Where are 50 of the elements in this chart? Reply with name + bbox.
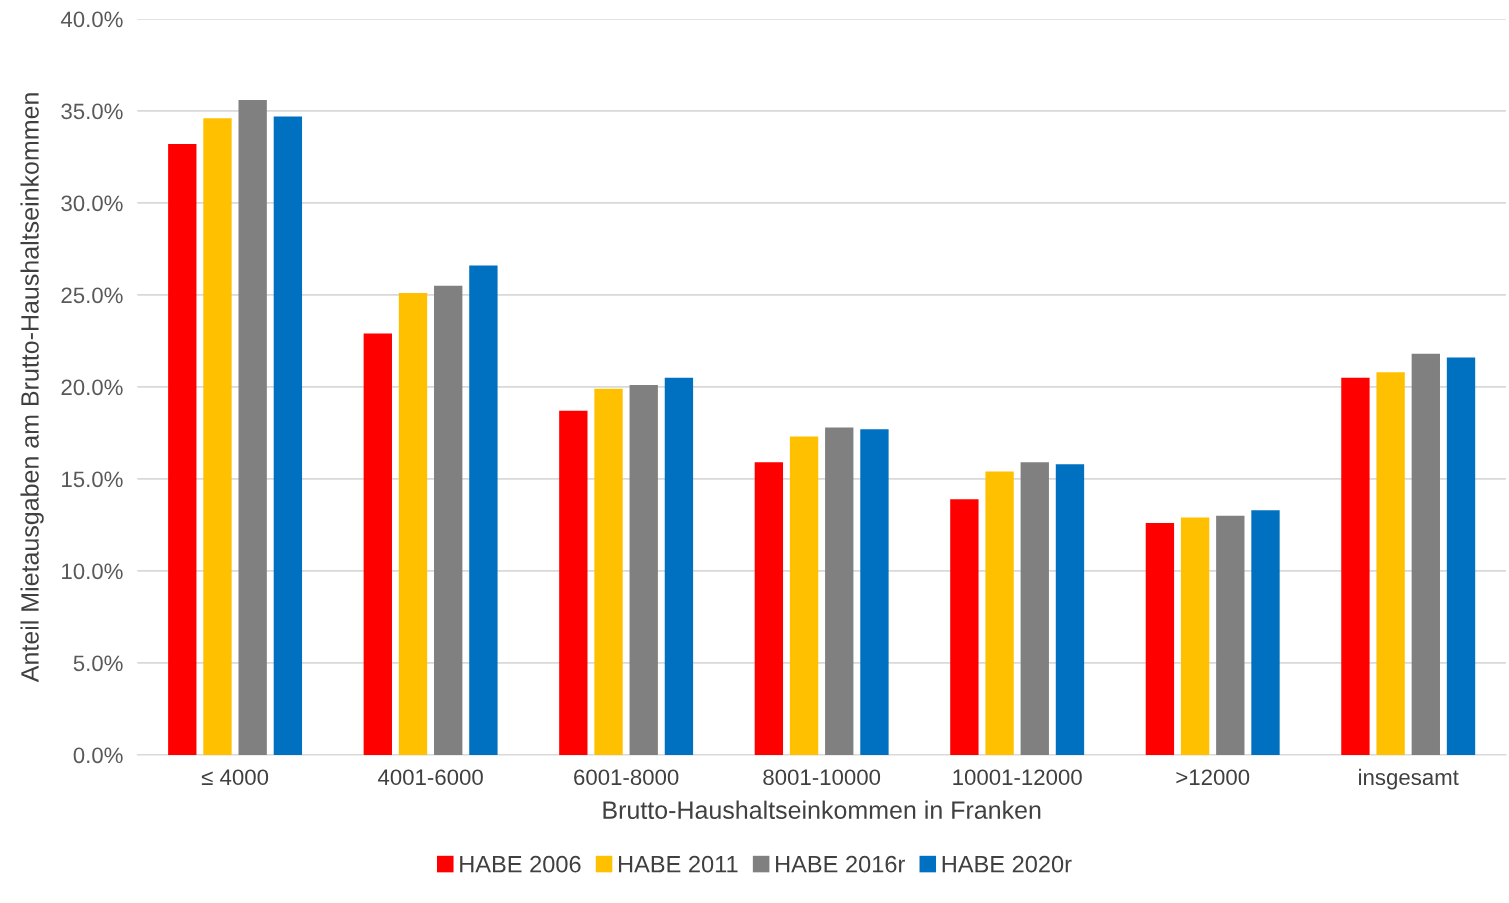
bar bbox=[1411, 353, 1440, 755]
y-tick-label: 10.0% bbox=[62, 563, 123, 580]
y-tick-label: 5.0% bbox=[73, 655, 123, 672]
bar bbox=[469, 265, 498, 755]
x-tick-label: 6001-8000 bbox=[574, 769, 679, 786]
bar bbox=[238, 99, 267, 755]
bar bbox=[1145, 523, 1175, 755]
bar bbox=[825, 427, 854, 755]
bar bbox=[985, 471, 1014, 755]
bar bbox=[1446, 357, 1476, 755]
bar bbox=[1180, 517, 1210, 755]
x-tick-label: insgesamt bbox=[1359, 768, 1459, 790]
x-tick-label: >12000 bbox=[1176, 769, 1250, 786]
bar bbox=[664, 377, 694, 755]
bar bbox=[168, 144, 197, 755]
bar bbox=[273, 116, 303, 755]
bar bbox=[1055, 464, 1085, 755]
y-tick-label: 15.0% bbox=[62, 471, 123, 488]
bar bbox=[363, 333, 392, 755]
y-tick-label: 30.0% bbox=[61, 195, 123, 212]
y-axis-title: Anteil Mietausgaben am Brutto-Haushaltseinkommen bbox=[20, 93, 44, 683]
x-tick-label: 8001-10000 bbox=[763, 769, 881, 786]
y-tick-label: 20.0% bbox=[61, 379, 123, 396]
y-tick-label: 0.0% bbox=[73, 747, 123, 764]
x-tick-label: 4001-6000 bbox=[377, 769, 483, 786]
y-tick-label: 35.0% bbox=[61, 103, 123, 120]
bar bbox=[754, 462, 784, 755]
x-axis-title: Brutto-Haushaltseinkommen in Franken bbox=[603, 800, 1041, 819]
bar bbox=[1020, 462, 1049, 755]
bar bbox=[559, 410, 588, 755]
bar bbox=[1376, 372, 1405, 755]
bar bbox=[789, 436, 819, 755]
y-tick-label: 25.0% bbox=[61, 287, 123, 304]
bar bbox=[1251, 510, 1280, 755]
legend-label: HABE 2020r bbox=[942, 855, 1072, 873]
bar bbox=[1216, 515, 1245, 755]
bar bbox=[950, 499, 979, 755]
bar bbox=[629, 385, 658, 755]
x-tick-label: 10001-12000 bbox=[953, 769, 1082, 786]
bar bbox=[434, 285, 463, 755]
bar bbox=[398, 293, 428, 755]
x-tick-label: ≤ 4000 bbox=[201, 769, 269, 786]
legend-label: HABE 2011 bbox=[618, 855, 738, 873]
y-tick-label: 40.0% bbox=[60, 11, 123, 28]
bar bbox=[594, 388, 623, 755]
bar bbox=[203, 118, 232, 755]
bar bbox=[860, 429, 889, 755]
legend-label: HABE 2006 bbox=[460, 855, 581, 873]
bar bbox=[1341, 377, 1370, 755]
legend-label: HABE 2016r bbox=[776, 855, 905, 873]
